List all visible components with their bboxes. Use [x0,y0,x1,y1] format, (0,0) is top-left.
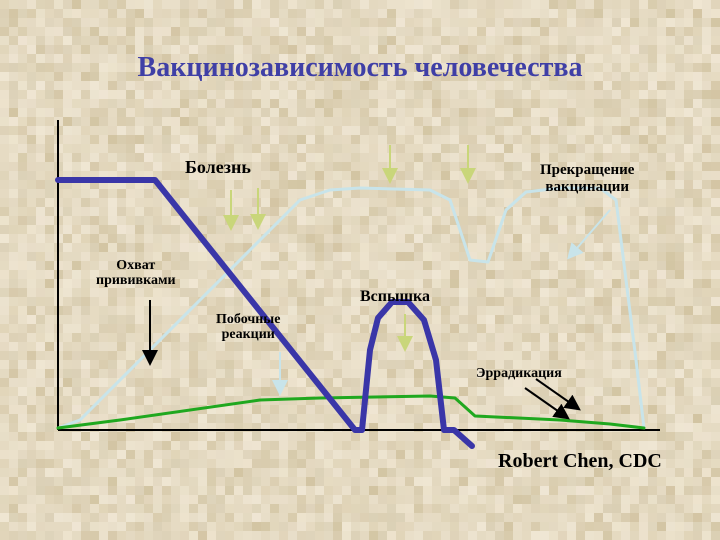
slide: Вакцинозависимость человечества Болезнь … [0,0,720,540]
label-eradication: Эррадикация [476,366,562,381]
label-coverage: Охват прививками [96,258,176,289]
attribution: Robert Chen, CDC [498,450,662,473]
label-cessation: Прекращение вакцинации [540,162,634,195]
label-adverse: Побочные реакции [216,312,280,343]
label-disease: Болезнь [185,158,251,178]
label-outbreak: Вспышка [360,288,430,306]
